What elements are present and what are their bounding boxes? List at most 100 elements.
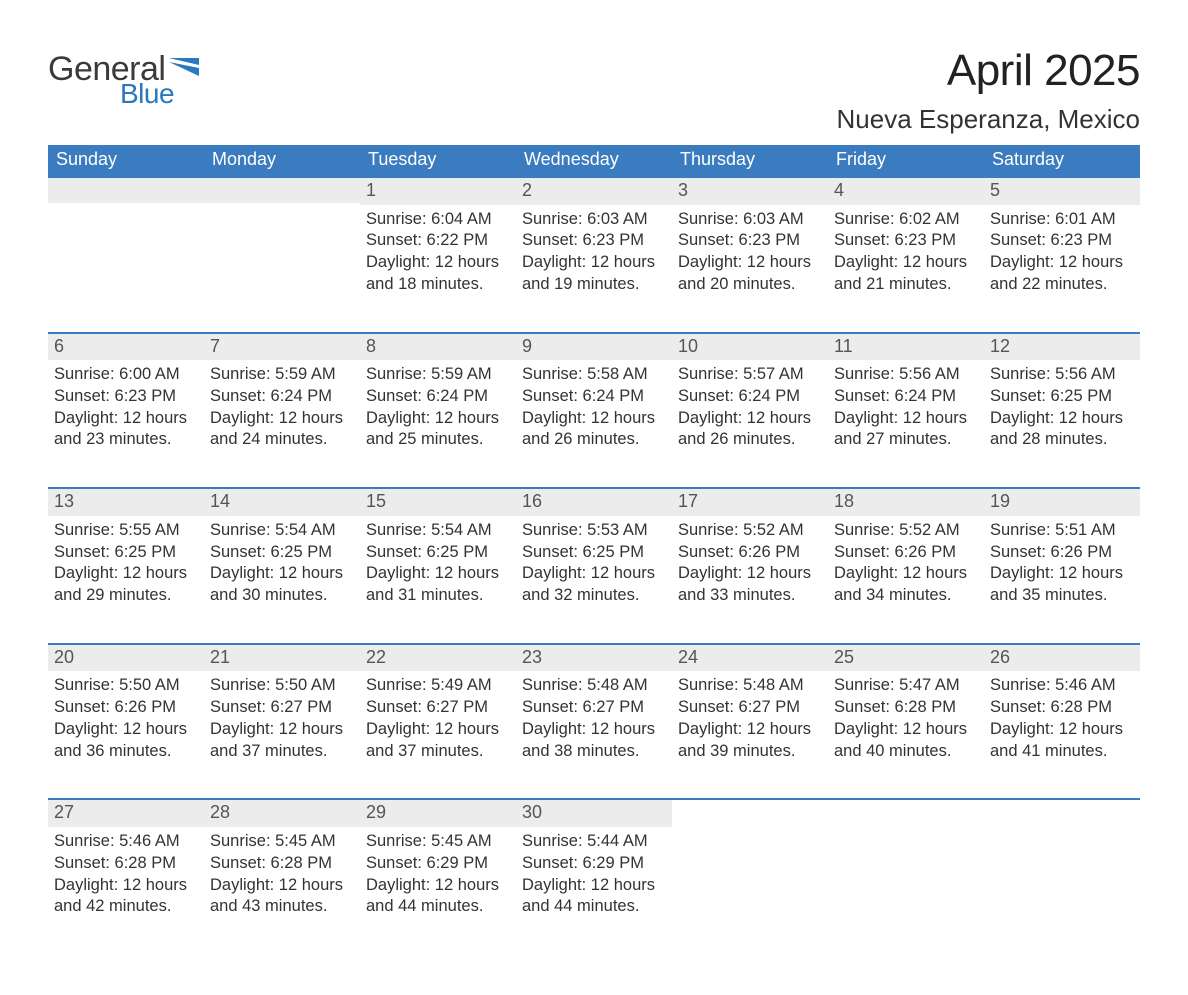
empty-cell [204, 205, 360, 333]
week-content-row: Sunrise: 5:50 AMSunset: 6:26 PMDaylight:… [48, 671, 1140, 799]
day-content: Sunrise: 6:01 AMSunset: 6:23 PMDaylight:… [984, 205, 1140, 304]
sunset-line: Sunset: 6:23 PM [522, 230, 666, 252]
daylight-line-1: Daylight: 12 hours [834, 252, 978, 274]
daylight-line-1: Daylight: 12 hours [522, 408, 666, 430]
day-number: 27 [48, 800, 204, 827]
daylight-line-1: Daylight: 12 hours [834, 719, 978, 741]
daylight-line-2: and 39 minutes. [678, 741, 822, 763]
day-number: 28 [204, 800, 360, 827]
day-number-cell: 25 [828, 644, 984, 672]
empty-day-number [204, 178, 360, 203]
daylight-line-2: and 35 minutes. [990, 585, 1134, 607]
daylight-line-2: and 21 minutes. [834, 274, 978, 296]
day-content: Sunrise: 5:52 AMSunset: 6:26 PMDaylight:… [828, 516, 984, 615]
weekday-header-row: Sunday Monday Tuesday Wednesday Thursday… [48, 145, 1140, 177]
day-number: 12 [984, 334, 1140, 361]
day-cell: Sunrise: 5:50 AMSunset: 6:27 PMDaylight:… [204, 671, 360, 799]
daylight-line-1: Daylight: 12 hours [990, 719, 1134, 741]
daylight-line-1: Daylight: 12 hours [990, 563, 1134, 585]
day-cell: Sunrise: 5:52 AMSunset: 6:26 PMDaylight:… [828, 516, 984, 644]
empty-cell [828, 799, 984, 827]
day-number-cell: 6 [48, 333, 204, 361]
day-cell: Sunrise: 5:54 AMSunset: 6:25 PMDaylight:… [360, 516, 516, 644]
day-content: Sunrise: 5:53 AMSunset: 6:25 PMDaylight:… [516, 516, 672, 615]
sunset-line: Sunset: 6:23 PM [678, 230, 822, 252]
sunset-line: Sunset: 6:25 PM [210, 542, 354, 564]
sunrise-line: Sunrise: 5:56 AM [834, 364, 978, 386]
sunrise-line: Sunrise: 5:48 AM [678, 675, 822, 697]
day-cell: Sunrise: 5:48 AMSunset: 6:27 PMDaylight:… [672, 671, 828, 799]
sunset-line: Sunset: 6:25 PM [366, 542, 510, 564]
daylight-line-1: Daylight: 12 hours [834, 408, 978, 430]
day-cell: Sunrise: 5:56 AMSunset: 6:24 PMDaylight:… [828, 360, 984, 488]
sunrise-line: Sunrise: 5:47 AM [834, 675, 978, 697]
sunrise-line: Sunrise: 5:59 AM [366, 364, 510, 386]
week-daynum-row: 27282930 [48, 799, 1140, 827]
day-number-cell: 14 [204, 488, 360, 516]
daylight-line-1: Daylight: 12 hours [522, 563, 666, 585]
day-number: 8 [360, 334, 516, 361]
day-cell: Sunrise: 5:50 AMSunset: 6:26 PMDaylight:… [48, 671, 204, 799]
day-number: 26 [984, 645, 1140, 672]
day-number-cell: 5 [984, 177, 1140, 205]
empty-cell [48, 205, 204, 333]
week-daynum-row: 13141516171819 [48, 488, 1140, 516]
daylight-line-2: and 23 minutes. [54, 429, 198, 451]
daylight-line-2: and 19 minutes. [522, 274, 666, 296]
day-cell: Sunrise: 5:59 AMSunset: 6:24 PMDaylight:… [204, 360, 360, 488]
week-content-row: Sunrise: 6:00 AMSunset: 6:23 PMDaylight:… [48, 360, 1140, 488]
sunrise-line: Sunrise: 5:57 AM [678, 364, 822, 386]
sunset-line: Sunset: 6:26 PM [54, 697, 198, 719]
day-number-cell: 3 [672, 177, 828, 205]
sunset-line: Sunset: 6:28 PM [210, 853, 354, 875]
day-cell: Sunrise: 5:45 AMSunset: 6:28 PMDaylight:… [204, 827, 360, 955]
daylight-line-2: and 43 minutes. [210, 896, 354, 918]
day-number: 11 [828, 334, 984, 361]
empty-cell [672, 827, 828, 955]
day-content: Sunrise: 5:48 AMSunset: 6:27 PMDaylight:… [516, 671, 672, 770]
day-content: Sunrise: 5:57 AMSunset: 6:24 PMDaylight:… [672, 360, 828, 459]
day-cell: Sunrise: 6:02 AMSunset: 6:23 PMDaylight:… [828, 205, 984, 333]
day-cell: Sunrise: 5:56 AMSunset: 6:25 PMDaylight:… [984, 360, 1140, 488]
day-number: 20 [48, 645, 204, 672]
day-number-cell: 4 [828, 177, 984, 205]
day-number: 21 [204, 645, 360, 672]
weekday-header: Wednesday [516, 145, 672, 177]
day-cell: Sunrise: 5:44 AMSunset: 6:29 PMDaylight:… [516, 827, 672, 955]
day-cell: Sunrise: 5:46 AMSunset: 6:28 PMDaylight:… [48, 827, 204, 955]
day-number-cell: 1 [360, 177, 516, 205]
sunrise-line: Sunrise: 5:58 AM [522, 364, 666, 386]
daylight-line-1: Daylight: 12 hours [54, 719, 198, 741]
sunset-line: Sunset: 6:27 PM [210, 697, 354, 719]
sunrise-line: Sunrise: 5:46 AM [54, 831, 198, 853]
day-cell: Sunrise: 5:55 AMSunset: 6:25 PMDaylight:… [48, 516, 204, 644]
daylight-line-2: and 37 minutes. [366, 741, 510, 763]
day-cell: Sunrise: 6:01 AMSunset: 6:23 PMDaylight:… [984, 205, 1140, 333]
day-content: Sunrise: 5:59 AMSunset: 6:24 PMDaylight:… [360, 360, 516, 459]
sunset-line: Sunset: 6:26 PM [678, 542, 822, 564]
weekday-header: Friday [828, 145, 984, 177]
location-label: Nueva Esperanza, Mexico [837, 104, 1140, 135]
day-number-cell: 26 [984, 644, 1140, 672]
sunrise-line: Sunrise: 6:03 AM [678, 209, 822, 231]
day-content: Sunrise: 5:50 AMSunset: 6:26 PMDaylight:… [48, 671, 204, 770]
daylight-line-2: and 42 minutes. [54, 896, 198, 918]
day-content: Sunrise: 5:54 AMSunset: 6:25 PMDaylight:… [204, 516, 360, 615]
day-cell: Sunrise: 5:46 AMSunset: 6:28 PMDaylight:… [984, 671, 1140, 799]
sunset-line: Sunset: 6:28 PM [54, 853, 198, 875]
daylight-line-1: Daylight: 12 hours [210, 408, 354, 430]
sunrise-line: Sunrise: 6:02 AM [834, 209, 978, 231]
calendar-table: Sunday Monday Tuesday Wednesday Thursday… [48, 145, 1140, 955]
day-content: Sunrise: 5:46 AMSunset: 6:28 PMDaylight:… [48, 827, 204, 926]
day-cell: Sunrise: 5:48 AMSunset: 6:27 PMDaylight:… [516, 671, 672, 799]
daylight-line-1: Daylight: 12 hours [366, 563, 510, 585]
empty-day-number [48, 178, 204, 203]
sunrise-line: Sunrise: 5:52 AM [678, 520, 822, 542]
day-number: 22 [360, 645, 516, 672]
daylight-line-1: Daylight: 12 hours [678, 719, 822, 741]
day-number: 24 [672, 645, 828, 672]
week-daynum-row: 6789101112 [48, 333, 1140, 361]
day-number-cell: 13 [48, 488, 204, 516]
daylight-line-2: and 34 minutes. [834, 585, 978, 607]
sunrise-line: Sunrise: 6:00 AM [54, 364, 198, 386]
